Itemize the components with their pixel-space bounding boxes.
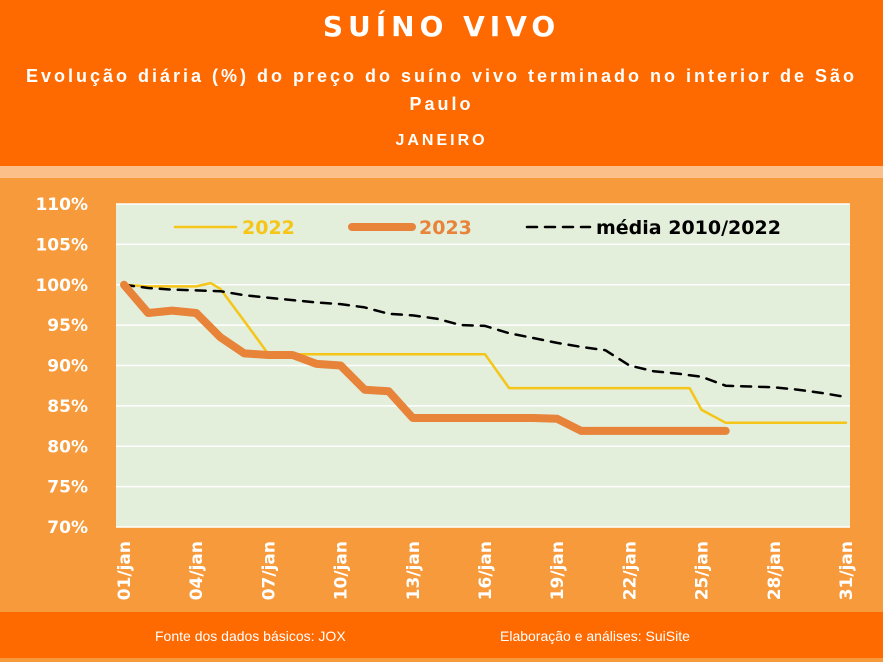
source-note: Fonte dos dados básicos: JOX	[155, 628, 346, 644]
x-tick-label: 04/jan	[187, 541, 207, 600]
legend-label: 2022	[242, 217, 295, 239]
y-tick-label: 75%	[47, 478, 88, 498]
chart-title: SUÍNO VIVO	[322, 10, 561, 43]
x-tick-label: 22/jan	[620, 541, 640, 600]
series-line-m-dia-2010-2022	[122, 283, 848, 399]
gridlines	[116, 203, 850, 528]
series-group	[120, 280, 848, 435]
y-axis: 110% 105% 100% 95% 90% 85% 80% 75% 70%	[35, 195, 88, 538]
x-tick-label: 31/jan	[837, 541, 857, 600]
x-tick-label: 10/jan	[332, 541, 352, 600]
y-tick-label: 70%	[47, 518, 88, 538]
x-axis: 01/jan 04/jan 07/jan 10/jan 13/jan 16/jan 19/j…	[115, 541, 857, 600]
series-line-2022	[122, 281, 848, 425]
y-tick-label: 85%	[47, 397, 88, 417]
legend-label: média 2010/2022	[596, 217, 781, 239]
legend: 2022 2023 média 2010/2022	[173, 217, 781, 239]
y-tick-label: 80%	[47, 437, 88, 457]
x-tick-label: 07/jan	[259, 541, 279, 600]
chart-subtitle: Evolução diária (%) do preço do suíno vi…	[25, 66, 858, 114]
y-tick-label: 105%	[35, 235, 88, 255]
line-chart: 110% 105% 100% 95% 90% 85% 80% 75% 70% 01/jan 04/…	[35, 195, 857, 600]
chart-footer: Fonte dos dados básicos: JOX Elaboração …	[0, 612, 883, 658]
legend-label: 2023	[419, 217, 472, 239]
y-tick-label: 95%	[47, 316, 88, 336]
chart-month-label: JANEIRO	[395, 132, 488, 149]
y-tick-label: 110%	[35, 195, 88, 215]
y-tick-label: 90%	[47, 357, 88, 377]
credit-note: Elaboração e análises: SuiSite	[500, 628, 690, 644]
x-tick-label: 19/jan	[548, 541, 568, 600]
x-tick-label: 01/jan	[115, 541, 135, 600]
x-tick-label: 13/jan	[404, 541, 424, 600]
chart-header: SUÍNO VIVO Evolução diária (%) do preço …	[0, 0, 883, 166]
x-tick-label: 16/jan	[476, 541, 496, 600]
x-tick-label: 25/jan	[693, 541, 713, 600]
series-line-2023	[120, 280, 730, 435]
x-tick-label: 28/jan	[765, 541, 785, 600]
y-tick-label: 100%	[35, 276, 88, 296]
header-divider	[0, 166, 883, 178]
